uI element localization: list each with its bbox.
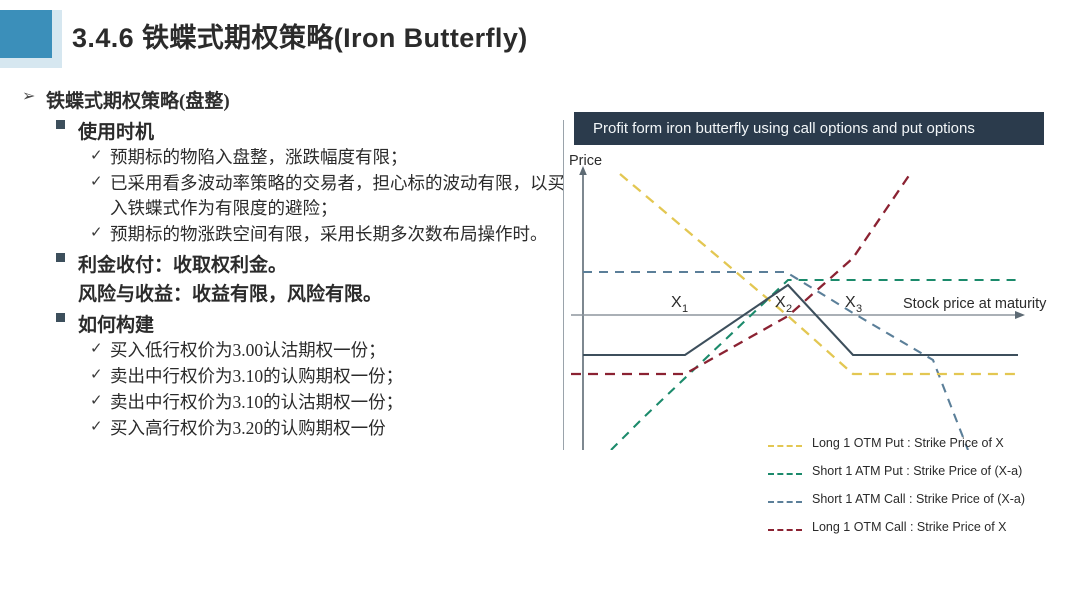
section-heading-label: 铁蝶式期权策略(盘整): [46, 91, 230, 112]
square-bullet-icon: [56, 253, 65, 263]
block-subheading-risk-return: 风险与收益：收益有限，风险有限。: [78, 284, 383, 306]
x-axis-arrow-icon: [1015, 311, 1025, 319]
series-short-atm-put: [610, 278, 1018, 450]
legend-item: Long 1 OTM Put : Strike Price of X: [768, 434, 1080, 462]
legend-swatch-long-otm-call: [768, 529, 802, 531]
strike-label-x2: X 2: [775, 294, 792, 315]
panel-divider: [563, 120, 564, 450]
strike-label-x1: X 1: [671, 294, 688, 315]
series-long-otm-put: [619, 173, 1018, 376]
list-item: ✓ 已采用看多波动率策略的交易者，担心标的波动有限，以买入铁蝶式作为有限度的避险…: [0, 171, 570, 221]
legend-item: Long 1 OTM Call : Strike Price of X: [768, 518, 1080, 546]
chart-panel: Profit form iron butterfly using call op…: [563, 112, 1080, 562]
legend-label-long-otm-put: Long 1 OTM Put : Strike Price of X: [812, 436, 1004, 450]
chart-title-banner: Profit form iron butterfly using call op…: [574, 112, 1044, 145]
payoff-svg: X 1 X 2 X 3 Stock price at maturity: [571, 166, 1047, 450]
svg-text:3: 3: [856, 303, 862, 315]
series-long-otm-call: [571, 173, 911, 376]
legend-swatch-long-otm-put: [768, 445, 802, 447]
list-item-text: 预期标的物涨跌空间有限，采用长期多次数布局操作时。: [110, 223, 548, 244]
legend-label-short-atm-call: Short 1 ATM Call : Strike Price of (X-a): [812, 492, 1026, 506]
check-bullet-icon: ✓: [90, 146, 103, 164]
check-bullet-icon: ✓: [90, 416, 103, 435]
list-item: ✓ 预期标的物涨跌空间有限，采用长期多次数布局操作时。: [0, 222, 570, 247]
list-item: ✓ 预期标的物陷入盘整，涨跌幅度有限；: [0, 145, 570, 170]
check-bullet-icon: ✓: [90, 391, 103, 410]
check-bullet-icon: ✓: [90, 171, 103, 190]
legend-label-short-atm-put: Short 1 ATM Put : Strike Price of (X-a): [812, 464, 1023, 478]
arrow-bullet-icon: ➢: [22, 86, 36, 105]
y-axis-label: Price: [569, 153, 603, 169]
legend-item: Short 1 ATM Call : Strike Price of (X-a): [768, 490, 1080, 518]
check-bullet-icon: ✓: [90, 365, 103, 384]
legend-swatch-short-atm-call: [768, 501, 802, 503]
square-bullet-icon: [56, 313, 65, 323]
page-title: 3.4.6 铁蝶式期权策略(Iron Butterfly): [72, 23, 528, 53]
block-heading-construction: 如何构建: [0, 310, 570, 337]
svg-text:X: X: [671, 294, 682, 311]
list-item: ✓ 买入高行权价为3.20的认购期权一份: [0, 416, 570, 441]
list-item-text: 卖出中行权价为3.10的认沽期权一份；: [110, 392, 404, 413]
list-item: ✓ 卖出中行权价为3.10的认购期权一份；: [0, 364, 570, 389]
check-bullet-icon: ✓: [90, 222, 103, 241]
svg-text:1: 1: [682, 303, 688, 315]
payoff-plot: X 1 X 2 X 3 Stock price at maturity: [563, 160, 1080, 450]
list-item: ✓ 买入低行权价为3.00认沽期权一份；: [0, 338, 570, 363]
list-item-text: 已采用看多波动率策略的交易者，担心标的波动有限，以买入铁蝶式作为有限度的避险；: [110, 172, 565, 218]
svg-text:X: X: [845, 294, 856, 311]
header-accent-block: [0, 10, 52, 58]
series-net-payoff: [583, 283, 1018, 357]
list-item: ✓ 卖出中行权价为3.10的认沽期权一份；: [0, 390, 570, 415]
block-heading-label: 利金收付：收取权利金。: [78, 255, 288, 277]
legend-item: Short 1 ATM Put : Strike Price of (X-a): [768, 462, 1080, 490]
legend-swatch-short-atm-put: [768, 473, 802, 475]
series-short-atm-call: [583, 270, 969, 450]
x-axis-label: Stock price at maturity: [903, 296, 1047, 312]
chart-legend: Long 1 OTM Put : Strike Price of X Short…: [768, 434, 1080, 546]
block-heading-premium: 利金收付：收取权利金。: [0, 250, 570, 277]
square-bullet-icon: [56, 120, 65, 129]
slide-header: 3.4.6 铁蝶式期权策略(Iron Butterfly): [0, 0, 1080, 78]
svg-text:2: 2: [786, 303, 792, 315]
check-bullet-icon: ✓: [90, 339, 103, 358]
svg-text:X: X: [775, 294, 786, 311]
section-heading: ➢ 铁蝶式期权策略(盘整): [0, 86, 570, 113]
block-heading-label: 如何构建: [78, 315, 155, 337]
block-heading-timing: 使用时机: [0, 117, 570, 144]
y-axis-arrow-icon: [579, 166, 587, 175]
chart-title-text: Profit form iron butterfly using call op…: [593, 120, 975, 137]
block-heading-label: 使用时机: [78, 122, 155, 143]
slide-body: ➢ 铁蝶式期权策略(盘整) 使用时机 ✓ 预期标的物陷入盘整，涨跌幅度有限； ✓…: [0, 80, 570, 608]
list-item-text: 买入高行权价为3.20的认购期权一份: [110, 417, 386, 438]
legend-label-long-otm-call: Long 1 OTM Call : Strike Price of X: [812, 520, 1007, 534]
strike-label-x3: X 3: [845, 294, 862, 315]
list-item-text: 预期标的物陷入盘整，涨跌幅度有限；: [110, 147, 408, 167]
list-item-text: 买入低行权价为3.00认沽期权一份；: [110, 340, 386, 361]
list-item-text: 卖出中行权价为3.10的认购期权一份；: [110, 366, 404, 387]
